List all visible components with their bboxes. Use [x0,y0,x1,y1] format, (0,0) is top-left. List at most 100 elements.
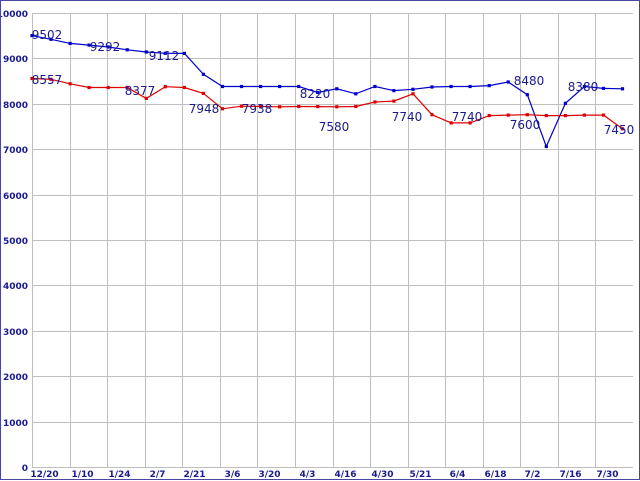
value-label: 7948 [189,102,220,116]
data-point-marker [144,96,148,100]
data-point-marker [620,127,625,131]
data-point-marker [468,121,472,125]
data-point-marker [278,84,282,89]
value-label: 8380 [568,80,599,94]
y-tick-label: 3000 [3,328,28,338]
series-line-red-series [31,77,623,130]
value-label: 9292 [90,40,121,54]
data-point-marker [297,104,301,109]
data-point-marker [506,80,510,84]
data-point-marker [87,85,91,90]
data-point-marker [449,121,453,125]
data-point-marker [163,85,167,89]
data-point-marker [106,85,110,90]
x-tick-label: 2/7 [150,470,166,480]
data-point-marker [601,113,606,117]
data-point-marker [563,101,567,105]
value-label: 9112 [149,49,180,63]
data-point-marker [582,113,586,117]
data-point-marker [182,51,186,55]
grid-lines [32,13,633,468]
data-series-layer [31,35,623,149]
data-point-marker [49,77,53,81]
data-point-marker [278,105,282,109]
value-label: 7740 [452,110,483,124]
value-label: 9502 [32,28,63,42]
data-point-marker [220,107,225,111]
data-point-marker [87,43,91,47]
data-point-marker [487,114,491,118]
y-tick-label: 0 [22,464,28,474]
y-tick-label: 8000 [3,101,28,111]
data-point-marker [316,105,320,109]
x-tick-label: 7/2 [525,470,541,480]
data-point-marker [144,50,148,54]
data-point-marker [335,87,339,91]
value-label: 8377 [125,84,156,98]
data-point-marker [411,92,415,96]
data-point-marker [239,104,244,108]
data-point-marker [392,89,396,93]
y-axis-tick-labels: 0 1000 2000 3000 4000 5000 6000 7000 8000 9000 100… [1,10,28,474]
data-point-marker [430,85,434,89]
x-axis-tick-labels: 12/20 1/10 1/24 2/7 2/21 3/6 3/20 4/3 4/16 4/30 5/… [30,470,618,480]
value-label: 7600 [510,118,541,132]
data-point-marker [601,86,606,90]
y-tick-label: 5000 [3,237,28,247]
x-tick-label: 4/16 [334,470,356,480]
data-point-markers [30,34,625,149]
data-point-marker [411,87,415,91]
data-point-marker [335,105,339,109]
x-tick-label: 6/4 [450,470,466,480]
data-point-marker [430,113,434,117]
x-tick-label: 1/24 [108,470,130,480]
data-point-marker [201,72,205,76]
x-tick-label: 12/20 [30,470,58,480]
data-point-marker [259,104,263,109]
data-point-marker [297,84,301,89]
data-point-marker [220,84,225,89]
data-point-marker [525,93,529,97]
y-tick-label: 6000 [3,192,28,202]
x-tick-label: 6/18 [484,470,506,480]
value-label: 8480 [514,74,545,88]
data-point-marker [468,84,472,89]
x-tick-label: 1/10 [71,470,93,480]
x-tick-label: 2/21 [183,470,205,480]
data-point-marker [506,113,510,117]
y-tick-label: 2000 [3,373,28,383]
data-point-marker [544,144,548,149]
data-point-marker [30,76,34,81]
data-point-marker [544,114,548,118]
data-point-marker [563,114,567,118]
data-point-marker [125,85,129,90]
x-tick-label: 3/20 [258,470,280,480]
x-tick-label: 3/6 [225,470,241,480]
value-label: 8220 [300,87,331,101]
data-point-marker [373,84,377,89]
data-point-marker [354,92,358,96]
data-point-marker [49,37,53,41]
value-label: 7740 [392,110,423,124]
value-label: 7580 [319,120,350,134]
value-label: 7938 [242,102,273,116]
data-point-value-labels: 9502 9292 9112 8220 8480 8380 8557 8377 7948 7938… [32,28,635,137]
value-label: 7450 [604,123,635,137]
data-point-marker [392,99,396,103]
x-tick-label: 5/21 [409,470,431,480]
data-point-marker [182,85,186,90]
data-point-marker [525,113,529,117]
data-point-marker [354,104,358,109]
y-tick-label: 10000 [1,10,28,20]
x-tick-label: 7/16 [559,470,581,480]
series-line-blue-series [31,35,623,149]
data-point-marker [125,48,129,52]
x-tick-label: 7/30 [596,470,618,480]
data-point-marker [30,34,34,38]
data-point-marker [201,91,205,95]
y-tick-label: 4000 [3,282,28,292]
data-point-marker [106,45,110,49]
data-point-marker [582,84,586,89]
